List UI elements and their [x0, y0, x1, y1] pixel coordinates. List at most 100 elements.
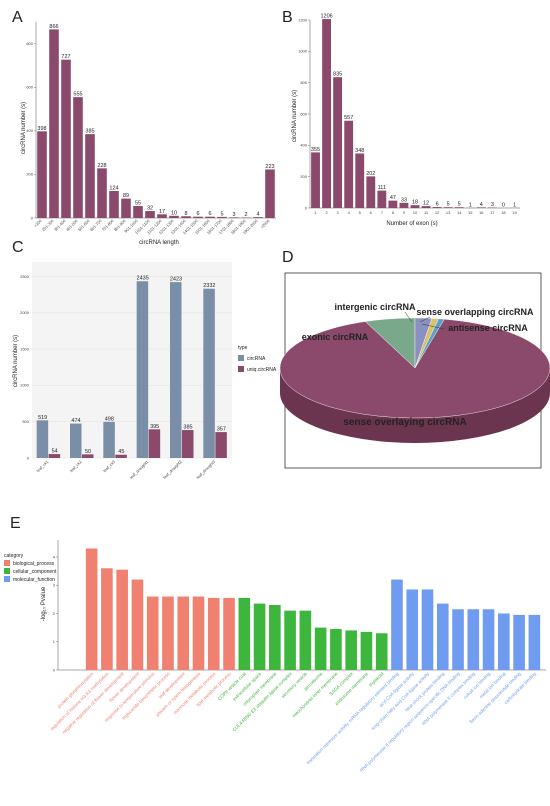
y-tick-label: 0: [31, 215, 34, 220]
bar: [203, 288, 215, 458]
x-tick-label: 7: [381, 210, 384, 215]
legend-entry: circRNA: [247, 356, 266, 362]
bar: [314, 627, 327, 670]
bar: [146, 596, 159, 670]
bar: [360, 631, 373, 670]
bar-value-label: 54: [52, 449, 58, 455]
bar-value-label: 3: [232, 212, 235, 218]
x-tick-label: 15: [468, 210, 473, 215]
y-tick-label: 600: [300, 111, 307, 116]
axis-title-x-b: Number of exon (s): [386, 221, 437, 227]
bar: [333, 77, 343, 208]
bar: [322, 19, 331, 209]
x-tick-label: 17: [490, 210, 495, 215]
bar: [217, 216, 227, 218]
pie-label-sense-overlaying: sense overlaying circRNA: [343, 417, 466, 428]
x-tick-label: leaf_drought3: [195, 459, 216, 480]
legend-entry: molecular_function: [13, 577, 55, 583]
bar: [513, 614, 525, 670]
bar-value-label: 395: [150, 424, 159, 430]
bar: [238, 597, 251, 670]
bar: [36, 420, 49, 458]
bar: [229, 217, 239, 218]
bar-value-label: 5: [220, 211, 223, 217]
bar-value-label: 498: [105, 416, 114, 422]
bar: [498, 613, 510, 670]
y-tick-label: 800: [26, 41, 33, 46]
bar: [193, 216, 203, 218]
legend-swatch: [4, 560, 10, 566]
bar-value-label: 348: [355, 148, 364, 154]
bar: [377, 190, 387, 208]
y-tick-label: 0: [53, 667, 56, 672]
bar-value-label: 2435: [137, 276, 149, 282]
x-tick-label: leaf_drought2: [162, 459, 183, 480]
bar: [131, 579, 144, 670]
bar: [452, 609, 464, 670]
y-tick-label: 1500: [20, 346, 30, 351]
y-tick-label: 0: [27, 455, 30, 460]
pie-label-intergenic: intergenic circRNA: [334, 302, 416, 312]
bar-value-label: 17: [159, 209, 165, 215]
bar: [116, 569, 128, 670]
axis-title-y-a: circRNA number (s): [21, 102, 27, 154]
panel-label-d: D: [282, 249, 294, 266]
y-tick-label: 1000: [20, 383, 30, 388]
bar: [454, 207, 464, 208]
bar-value-label: 5: [447, 202, 450, 208]
legend-entry: uniq.circRNA: [247, 367, 277, 373]
x-tick-label: 1: [314, 210, 317, 215]
legend-title-e: category: [4, 553, 24, 559]
y-tick-label: 1000: [298, 49, 308, 54]
bar-value-label: 33: [401, 197, 407, 203]
bar-value-label: 10: [171, 210, 177, 216]
y-tick-label: 600: [26, 85, 33, 90]
x-tick-label: 13: [446, 210, 451, 215]
bar-value-label: 6: [208, 211, 211, 217]
x-tick-label: leaf_ck1: [35, 459, 50, 474]
x-tick-label: 16: [479, 210, 484, 215]
bar-value-label: 357: [217, 427, 226, 433]
bar-value-label: 111: [378, 185, 386, 191]
bar: [330, 629, 342, 670]
bar: [49, 29, 59, 218]
y-tick-label: 2: [53, 611, 56, 616]
bar-value-label: 0: [502, 203, 505, 209]
bar-value-label: 12: [423, 201, 429, 207]
bar: [181, 216, 191, 218]
leader-line: [421, 323, 445, 330]
x-tick-label: 10: [413, 210, 418, 215]
bar-value-label: 45: [118, 449, 124, 455]
legend-entry: biological_process: [13, 561, 55, 567]
bar: [162, 596, 174, 670]
axis-title-y-b: circRNA number (s): [292, 90, 298, 142]
y-tick-label: 200: [26, 172, 33, 177]
pie-slice: [279, 318, 550, 419]
bar-value-label: 50: [85, 449, 91, 455]
bar: [467, 609, 480, 670]
bar-value-label: 4: [480, 202, 483, 208]
panel-label-c: C: [12, 239, 24, 256]
y-tick-label: 500: [22, 419, 29, 424]
bar-value-label: 2332: [203, 283, 215, 289]
bar-value-label: 519: [38, 415, 47, 421]
bar: [192, 596, 205, 670]
x-tick-label: 9: [403, 210, 406, 215]
bar: [421, 589, 434, 670]
bar-value-label: 18: [412, 200, 418, 206]
bar-value-label: 2: [244, 212, 247, 218]
bar: [109, 190, 119, 218]
bar: [121, 198, 131, 218]
bar-value-label: 2423: [170, 277, 182, 283]
y-tick-label: 4: [53, 554, 56, 559]
bar: [253, 603, 266, 670]
bar-value-label: 6: [436, 202, 439, 208]
y-tick-label: 400: [26, 128, 33, 133]
bar: [366, 176, 376, 208]
bar: [61, 59, 71, 219]
bar: [253, 217, 263, 218]
bar: [103, 421, 115, 458]
bar: [476, 207, 486, 208]
